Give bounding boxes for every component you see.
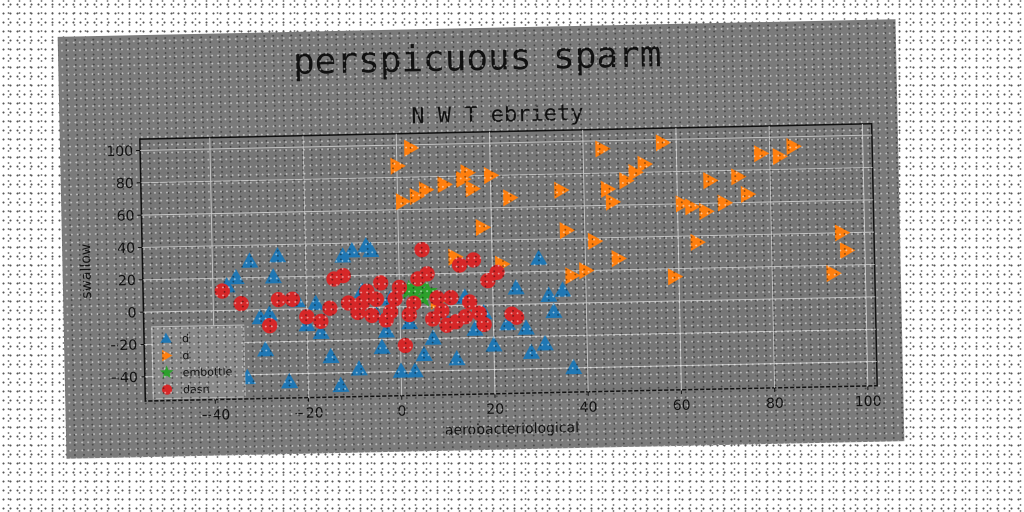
y-tick-label: 20 — [118, 273, 136, 289]
x-tick-label: −40 — [201, 407, 231, 424]
y-tick-label: 40 — [117, 241, 135, 257]
x-tick-label: 100 — [855, 394, 882, 411]
figure: perspicuous sparm N W T ebriety −40 −20 0 2… — [57, 19, 905, 459]
y-tick-label: −40 — [108, 370, 138, 387]
x-tick-label: 20 — [486, 402, 504, 418]
x-tick-label: −20 — [294, 405, 324, 422]
y-tick-label: −20 — [107, 338, 137, 355]
x-tick-label: 0 — [397, 404, 406, 420]
y-tick-label: 100 — [106, 144, 133, 161]
y-tick-label: 60 — [116, 208, 134, 224]
x-tick-label: 80 — [766, 396, 784, 412]
legend-label: d — [182, 332, 189, 345]
legend-label: dasn — [183, 383, 210, 397]
y-tick-label: 0 — [127, 305, 136, 321]
x-tick-label: 40 — [579, 400, 597, 416]
y-axis-label: swallow — [78, 244, 95, 299]
legend-label: d — [182, 349, 189, 362]
scatter-chart: N W T ebriety −40 −20 0 20 40 60 80 100 −40 −20 0 2… — [78, 101, 882, 439]
chart-title: N W T ebriety — [411, 101, 584, 130]
legend: dd embottle dasn — [151, 324, 246, 400]
y-tick-label: 80 — [116, 176, 134, 192]
x-axis-label: aerobacteriological — [445, 420, 579, 439]
legend-label: embottle — [183, 365, 233, 379]
x-tick-label: 60 — [673, 398, 691, 414]
